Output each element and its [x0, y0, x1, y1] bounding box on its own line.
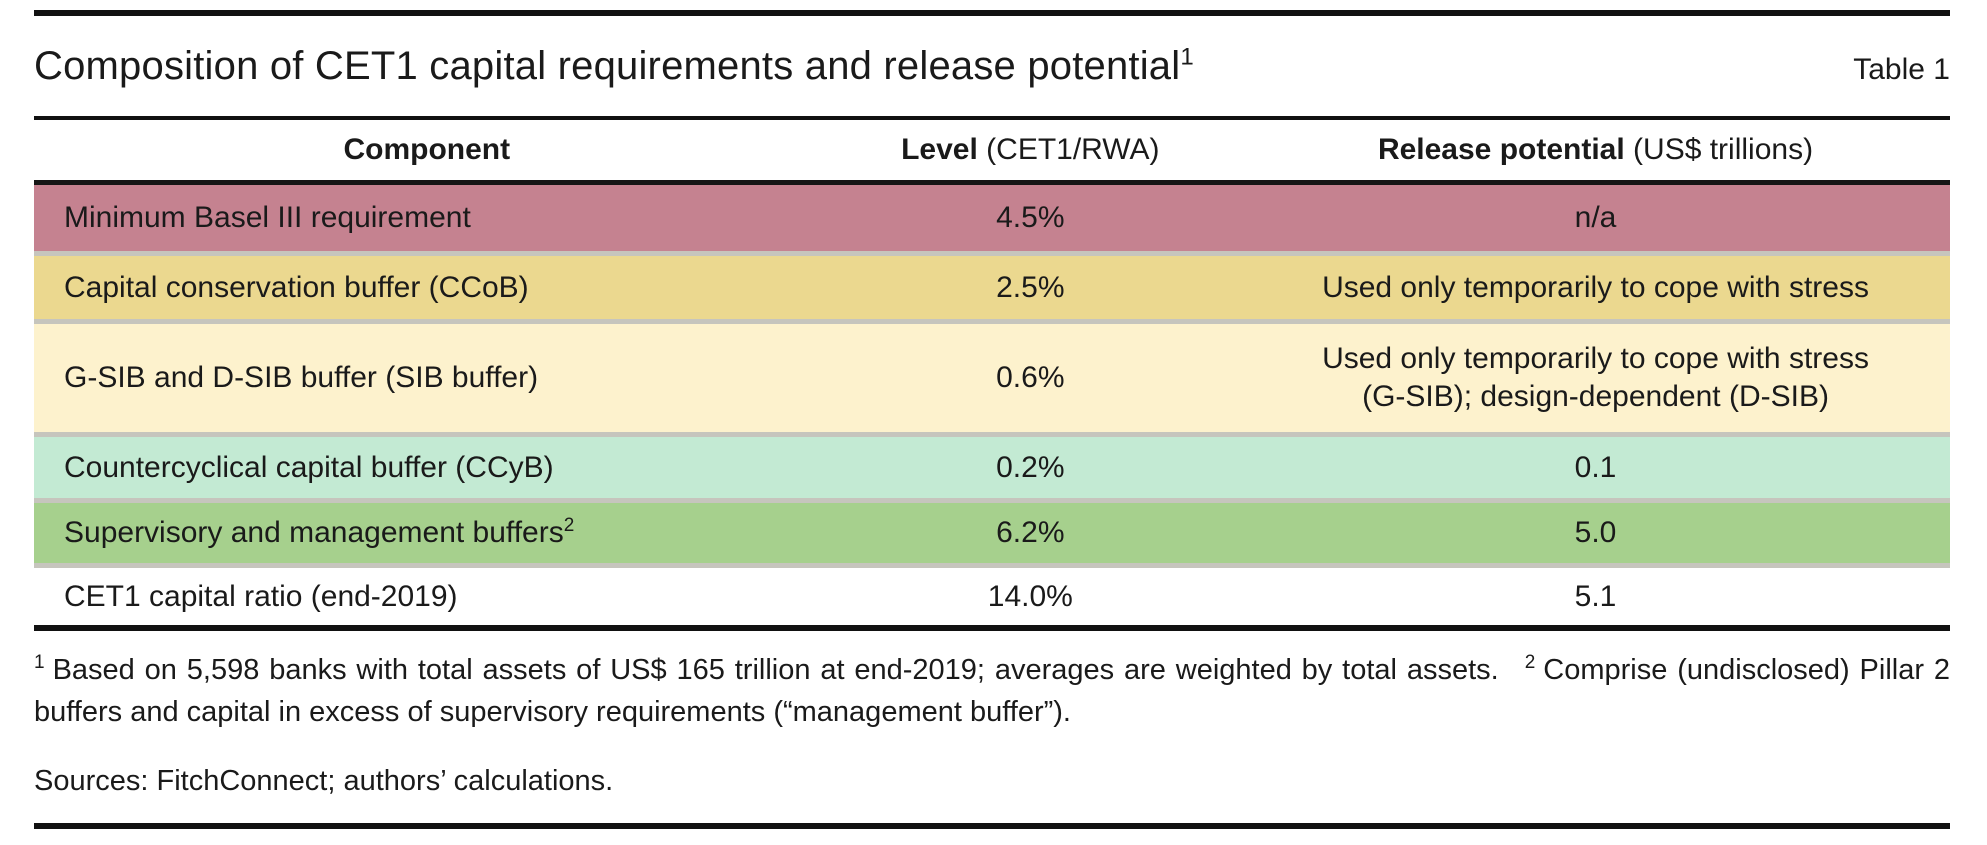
table-header-row: Component Level (CET1/RWA) Release poten…: [34, 120, 1950, 185]
bottom-rule: [34, 823, 1950, 829]
cell-component: Supervisory and management buffers2: [34, 514, 820, 552]
cell-level: 14.0%: [987, 579, 1073, 613]
cell-release: 5.0: [1574, 516, 1617, 549]
cell-level: 6.2%: [996, 516, 1065, 549]
header-release-label: Release potential: [1377, 133, 1625, 166]
cell-level: 2.5%: [996, 270, 1065, 304]
cell-release: 5.1: [1574, 579, 1617, 613]
page-title-superscript: 1: [1180, 43, 1194, 71]
top-rule: [34, 10, 1950, 16]
table-row-ccob: Capital conservation buffer (CCoB) 2.5% …: [34, 256, 1950, 324]
table-number-label: Table 1: [1853, 53, 1950, 86]
table-row-cet1-ratio: CET1 capital ratio (end-2019) 14.0% 5.1: [34, 568, 1950, 625]
header-component: Component: [34, 131, 820, 169]
cell-component-superscript: 2: [563, 515, 575, 536]
cell-component: CET1 capital ratio (end-2019): [64, 579, 458, 613]
header-level: Level (CET1/RWA): [820, 131, 1242, 169]
cell-release-line1: Used only temporarily to cope with stres…: [1322, 342, 1869, 375]
cell-level: 0.2%: [996, 450, 1065, 484]
cell-release: Used only temporarily to cope with stres…: [1322, 270, 1869, 304]
title-row: Composition of CET1 capital requirements…: [34, 40, 1950, 92]
cell-component: Countercyclical capital buffer (CCyB): [64, 450, 554, 484]
footnote-2-marker: 2: [1524, 652, 1536, 674]
cell-component: G-SIB and D-SIB buffer (SIB buffer): [64, 361, 539, 394]
cell-level: 4.5%: [996, 201, 1065, 234]
cell-release-line2: (G-SIB); design-dependent (D-SIB): [1362, 380, 1829, 413]
table-row-supervisory-buffers: Supervisory and management buffers2 6.2%…: [34, 503, 1950, 568]
footnote-2-text: Comprise (undisclosed) Pillar 2 buffers …: [34, 654, 1950, 728]
header-level-label: Level: [901, 133, 978, 166]
header-release-unit: (US$ trillions): [1624, 133, 1814, 166]
table-row-minimum-basel: Minimum Basel III requirement 4.5% n/a: [34, 185, 1950, 256]
title-separator-rule: [34, 116, 1950, 120]
footnote-1-text: Based on 5,598 banks with total assets o…: [52, 654, 1499, 686]
sources-line: Sources: FitchConnect; authors’ calculat…: [34, 765, 614, 797]
table-row-ccyb: Countercyclical capital buffer (CCyB) 0.…: [34, 437, 1950, 503]
cell-level: 0.6%: [996, 361, 1065, 394]
cell-release: Used only temporarily to cope with stres…: [1241, 340, 1950, 416]
footnote-1-marker: 1: [34, 652, 45, 674]
table-row-sib-buffer: G-SIB and D-SIB buffer (SIB buffer) 0.6%…: [34, 324, 1950, 437]
header-component-label: Component: [343, 133, 511, 166]
header-level-unit: (CET1/RWA): [977, 133, 1160, 166]
page-title-text: Composition of CET1 capital requirements…: [34, 44, 1181, 88]
cell-component-text: Supervisory and management buffers: [64, 516, 564, 549]
header-release-potential: Release potential (US$ trillions): [1241, 131, 1950, 169]
table-bottom-rule: [34, 625, 1950, 631]
cell-release: 0.1: [1574, 450, 1617, 484]
cell-release: n/a: [1574, 201, 1617, 234]
cell-component: Minimum Basel III requirement: [64, 201, 471, 234]
page-title: Composition of CET1 capital requirements…: [34, 40, 1194, 92]
cell-component: Capital conservation buffer (CCoB): [64, 270, 529, 304]
footnotes: 1 Based on 5,598 banks with total assets …: [34, 649, 1950, 733]
